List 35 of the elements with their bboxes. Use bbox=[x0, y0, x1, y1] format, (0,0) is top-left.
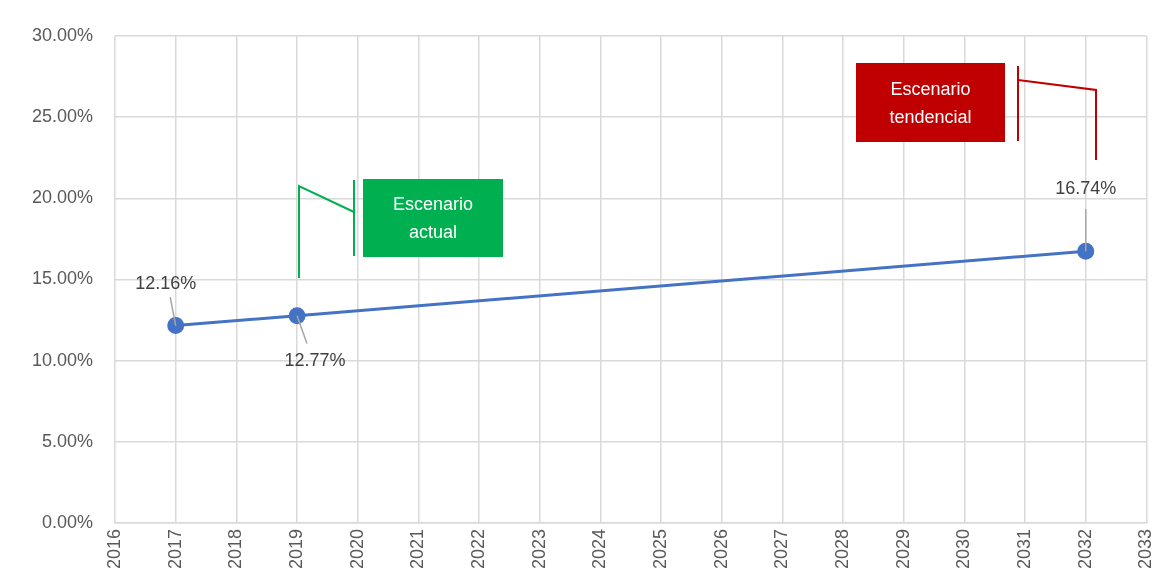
y-tick-label: 25.00% bbox=[31, 106, 94, 127]
x-tick-label: 2020 bbox=[346, 528, 367, 569]
data-label: 12.77% bbox=[284, 349, 346, 370]
annotation: Escenario tendencial bbox=[856, 63, 1005, 142]
y-tick-label: 0.00% bbox=[42, 511, 94, 532]
x-tick-label: 2032 bbox=[1074, 528, 1095, 569]
x-tick-label: 2028 bbox=[832, 528, 853, 569]
x-tick-label: 2016 bbox=[104, 528, 125, 569]
data-label: 16.74% bbox=[1055, 178, 1117, 199]
x-tick-label: 2033 bbox=[1135, 528, 1156, 569]
x-tick-label: 2027 bbox=[771, 528, 792, 569]
x-tick-label: 2017 bbox=[164, 528, 185, 569]
callout: Escenario actual bbox=[298, 178, 504, 279]
x-tick-label: 2026 bbox=[710, 528, 731, 569]
x-tick-label: 2022 bbox=[468, 528, 489, 569]
point bbox=[1077, 242, 1095, 260]
x-tick-label: 2031 bbox=[1014, 528, 1035, 569]
y-tick-label: 30.00% bbox=[31, 24, 94, 45]
x-tick-label: 2018 bbox=[225, 528, 246, 569]
point bbox=[167, 317, 185, 335]
x-tick-label: 2030 bbox=[953, 528, 974, 569]
x-tick-label: 2029 bbox=[892, 528, 913, 569]
y-tick-label: 20.00% bbox=[31, 187, 94, 208]
x-tick-label: 2021 bbox=[407, 528, 428, 569]
y-tick-label: 15.00% bbox=[31, 268, 94, 289]
y-tick-label: 5.00% bbox=[42, 430, 94, 451]
y-tick-label: 10.00% bbox=[31, 349, 94, 370]
x-tick-label: 2023 bbox=[528, 528, 549, 569]
data-label: 12.16% bbox=[135, 272, 197, 293]
point bbox=[288, 307, 306, 325]
x-tick-label: 2024 bbox=[589, 528, 610, 569]
annotation: Escenario actual bbox=[363, 179, 503, 257]
callout: Escenario tendencial bbox=[855, 62, 1097, 161]
x-tick-label: 2025 bbox=[650, 528, 671, 569]
x-tick-label: 2019 bbox=[286, 528, 307, 569]
